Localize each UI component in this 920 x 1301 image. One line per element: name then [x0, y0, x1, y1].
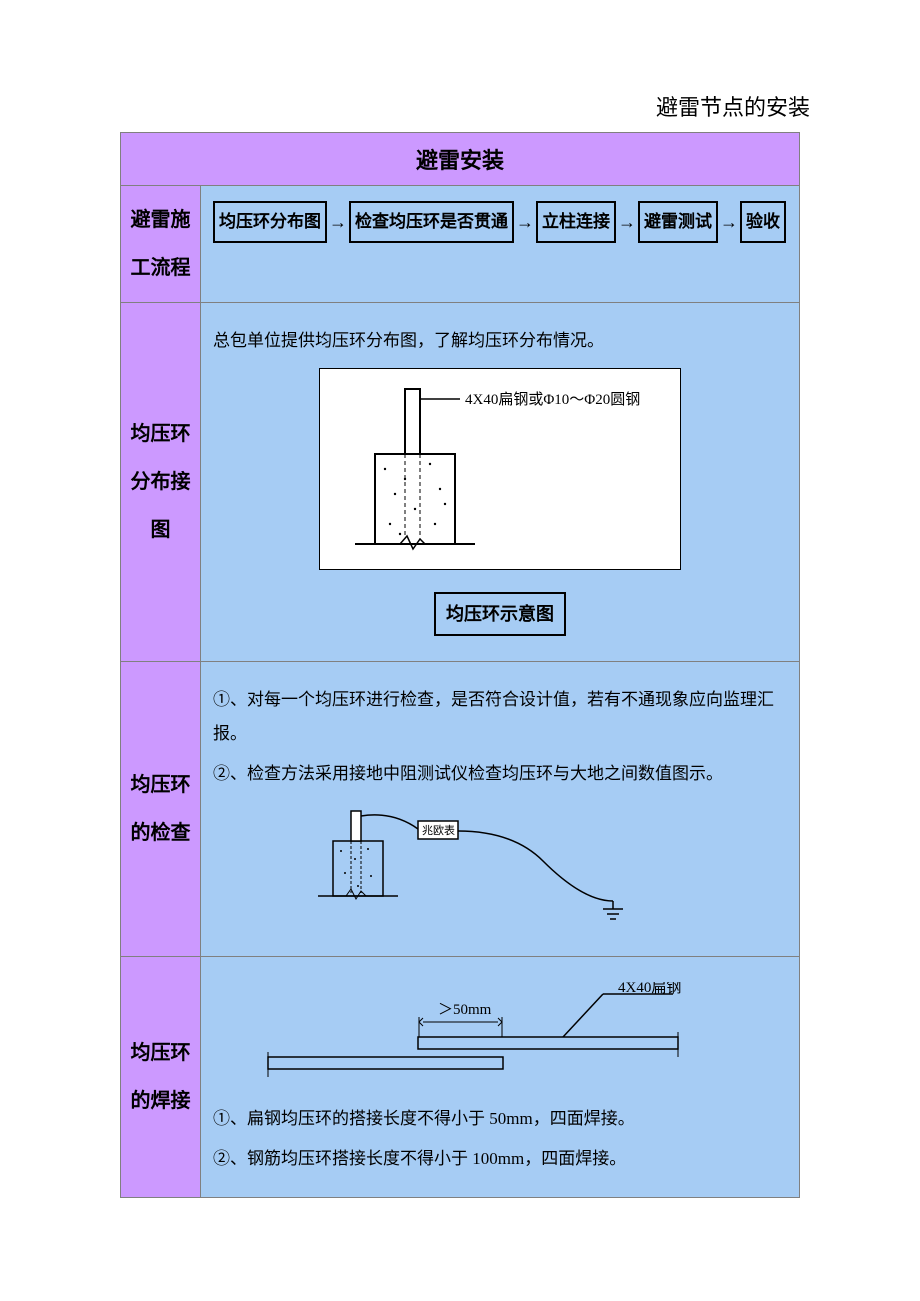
flow-step-5: 验收: [740, 201, 786, 243]
meter-label: 兆欧表: [422, 823, 455, 837]
diagram-1-caption: 均压环示意图: [434, 592, 566, 636]
weld-schematic-svg: 4X40扁钢 ＞50mm: [213, 982, 713, 1092]
table-header-row: 避雷安装: [121, 133, 800, 186]
weld-annotation: 4X40扁钢: [618, 982, 681, 996]
weld-dimension: ＞50mm: [438, 1002, 492, 1018]
row-process-label: 避雷施工流程: [121, 186, 201, 303]
diagram-1-caption-wrap: 均压环示意图: [213, 582, 787, 636]
weld-item-1: ①、扁钢均压环的搭接长度不得小于 50mm，四面焊接。: [213, 1102, 787, 1136]
process-flow: 均压环分布图 → 检查均压环是否贯通 → 立柱连接 → 避雷测试 → 验收: [213, 201, 787, 243]
ring-schematic-svg: 4X40扁钢或Φ10～Φ20圆钢: [345, 384, 655, 554]
layout-intro-text: 总包单位提供均压环分布图，了解均压环分布情况。: [213, 324, 787, 358]
flow-arrow: →: [514, 204, 536, 240]
row-weld-content: 4X40扁钢 ＞50mm ①、扁钢均压环的搭接长度不得小于 50mm，四: [201, 957, 800, 1198]
weld-item-2: ②、钢筋均压环搭接长度不得小于 100mm，四面焊接。: [213, 1142, 787, 1176]
row-weld: 均压环的焊接 4X40扁钢 ＞50mm: [121, 957, 800, 1198]
flow-arrow: →: [718, 204, 740, 240]
lightning-install-table: 避雷安装 避雷施工流程 均压环分布图 → 检查均压环是否贯通 → 立柱连接 → …: [120, 132, 800, 1198]
table-header: 避雷安装: [121, 133, 800, 186]
flow-step-1: 均压环分布图: [213, 201, 327, 243]
row-layout-label: 均压环分布接图: [121, 303, 201, 662]
flow-step-4: 避雷测试: [638, 201, 718, 243]
diagram-3-wrap: 4X40扁钢 ＞50mm: [213, 982, 787, 1092]
diagram-1-annotation: 4X40扁钢或Φ10～Φ20圆钢: [465, 391, 640, 408]
check-schematic-svg: 兆欧表: [313, 801, 673, 931]
diagram-1-wrap: 4X40扁钢或Φ10～Φ20圆钢 均压环示意图: [213, 368, 787, 636]
flow-arrow: →: [327, 204, 349, 240]
row-layout-content: 总包单位提供均压环分布图，了解均压环分布情况。: [201, 303, 800, 662]
flow-step-2: 检查均压环是否贯通: [349, 201, 514, 243]
diagram-2-wrap: 兆欧表: [313, 801, 787, 931]
page-title: 避雷节点的安装: [0, 40, 920, 132]
flow-arrow: →: [616, 204, 638, 240]
row-check: 均压环的检查 ①、对每一个均压环进行检查，是否符合设计值，若有不通现象应向监理汇…: [121, 662, 800, 957]
row-check-content: ①、对每一个均压环进行检查，是否符合设计值，若有不通现象应向监理汇报。 ②、检查…: [201, 662, 800, 957]
diagram-1: 4X40扁钢或Φ10～Φ20圆钢: [319, 368, 681, 570]
row-process-content: 均压环分布图 → 检查均压环是否贯通 → 立柱连接 → 避雷测试 → 验收: [201, 186, 800, 303]
check-item-1: ①、对每一个均压环进行检查，是否符合设计值，若有不通现象应向监理汇报。: [213, 683, 787, 751]
row-layout: 均压环分布接图 总包单位提供均压环分布图，了解均压环分布情况。: [121, 303, 800, 662]
check-item-2: ②、检查方法采用接地中阻测试仪检查均压环与大地之间数值图示。: [213, 757, 787, 791]
row-weld-label: 均压环的焊接: [121, 957, 201, 1198]
flow-step-3: 立柱连接: [536, 201, 616, 243]
row-check-label: 均压环的检查: [121, 662, 201, 957]
row-process: 避雷施工流程 均压环分布图 → 检查均压环是否贯通 → 立柱连接 → 避雷测试 …: [121, 186, 800, 303]
